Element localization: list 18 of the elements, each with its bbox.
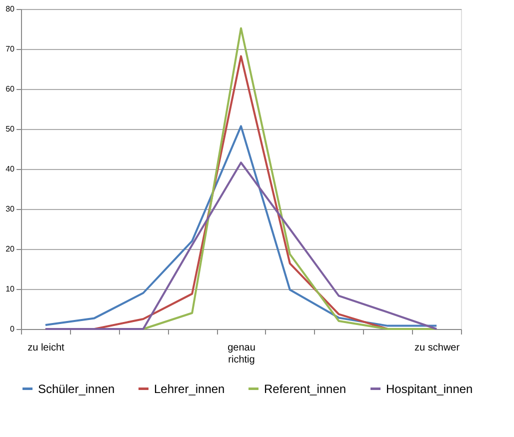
y-tick-label: 20 bbox=[6, 244, 16, 254]
x-tick-label: zu schwer bbox=[414, 342, 460, 354]
line-series bbox=[44, 125, 438, 327]
y-tick-label: 10 bbox=[6, 284, 16, 294]
y-tick-label: 0 bbox=[10, 324, 16, 334]
x-tick-label: zu leicht bbox=[28, 342, 65, 354]
x-tick-label: genau richtig bbox=[228, 342, 256, 366]
legend-label: Lehrer_innen bbox=[154, 382, 225, 396]
line-series bbox=[44, 162, 438, 330]
legend-label: Schüler_innen bbox=[38, 382, 115, 396]
y-tick-label: 30 bbox=[6, 204, 16, 214]
legend-label: Hospitant_innen bbox=[386, 382, 473, 396]
y-tick-label: 50 bbox=[6, 124, 16, 134]
y-tick-label: 60 bbox=[6, 84, 16, 94]
y-tick-label: 70 bbox=[6, 44, 16, 54]
y-tick-label: 80 bbox=[6, 4, 16, 14]
y-tick-label: 40 bbox=[6, 164, 16, 174]
legend-label: Referent_innen bbox=[264, 382, 346, 396]
